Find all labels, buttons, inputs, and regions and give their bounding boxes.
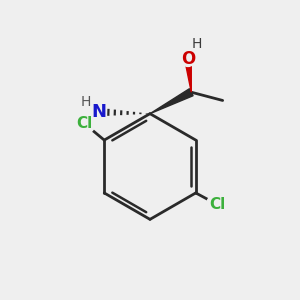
Circle shape	[207, 194, 228, 215]
Circle shape	[181, 52, 195, 66]
Text: Cl: Cl	[76, 116, 92, 131]
Text: N: N	[91, 103, 106, 121]
Circle shape	[92, 105, 106, 119]
Polygon shape	[185, 59, 191, 92]
Polygon shape	[150, 89, 193, 114]
Circle shape	[74, 113, 95, 134]
Text: H: H	[192, 37, 202, 51]
Text: H: H	[81, 95, 92, 109]
Text: O: O	[181, 50, 195, 68]
Text: Cl: Cl	[209, 197, 225, 212]
